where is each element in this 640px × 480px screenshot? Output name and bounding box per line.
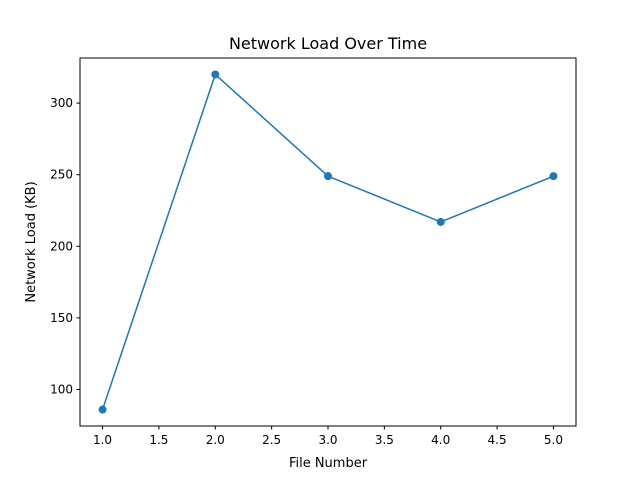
x-tick-label: 1.5 <box>149 433 168 447</box>
x-axis-label: File Number <box>289 456 368 471</box>
y-tick-label: 250 <box>50 168 73 182</box>
x-tick-label: 5.0 <box>544 433 563 447</box>
chart-title: Network Load Over Time <box>229 34 427 53</box>
y-tick-label: 300 <box>50 96 73 110</box>
x-tick-label: 2.0 <box>206 433 225 447</box>
x-tick-label: 1.0 <box>93 433 112 447</box>
y-axis-label: Network Load (KB) <box>24 181 39 302</box>
y-axis: 100 150 200 250 300 <box>50 96 80 396</box>
y-tick-label: 200 <box>50 239 73 253</box>
x-tick-label: 2.5 <box>262 433 281 447</box>
x-tick-label: 3.5 <box>375 433 394 447</box>
data-point <box>436 217 445 226</box>
y-tick-label: 150 <box>50 311 73 325</box>
x-axis: 1.0 1.5 2.0 2.5 3.0 3.5 4.0 4.5 5.0 <box>93 426 563 447</box>
data-point <box>324 172 332 181</box>
data-point <box>211 70 220 79</box>
y-tick-label: 100 <box>50 382 73 396</box>
plot-area <box>98 70 558 414</box>
data-point <box>549 172 558 181</box>
x-tick-label: 4.0 <box>431 433 450 447</box>
data-point <box>98 405 107 414</box>
x-tick-label: 4.5 <box>488 433 507 447</box>
x-tick-label: 3.0 <box>318 433 337 447</box>
